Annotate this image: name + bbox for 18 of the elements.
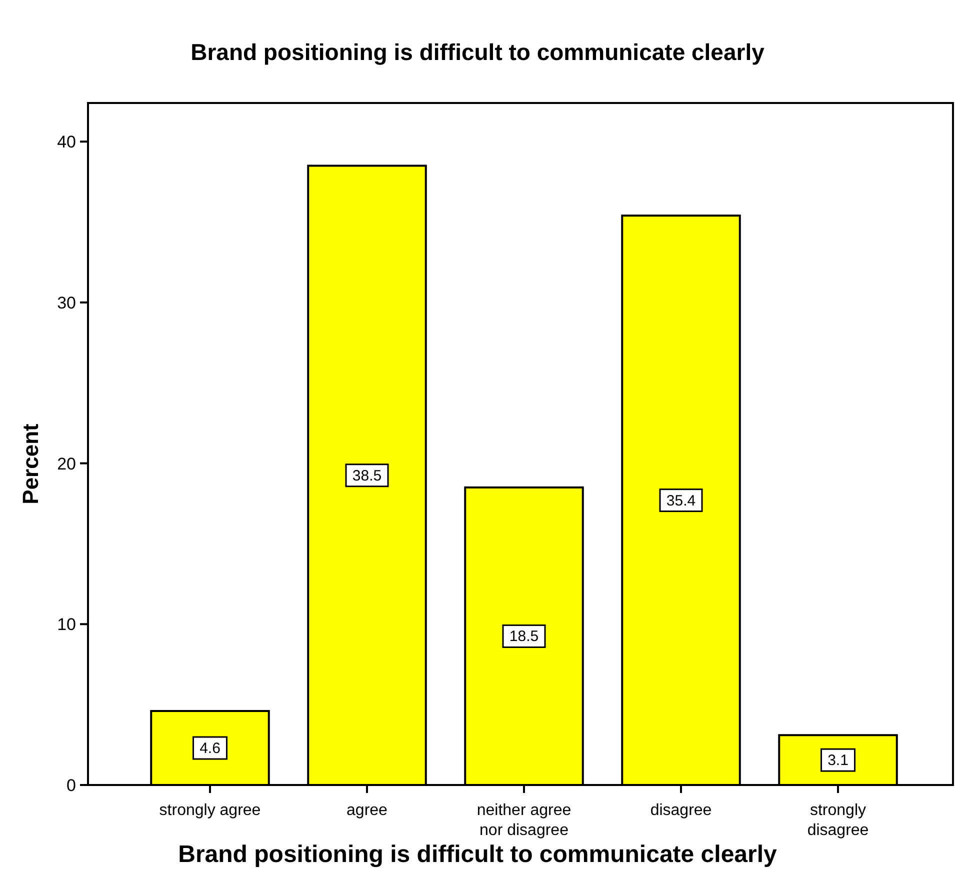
y-tick-label: 0 <box>66 776 76 795</box>
x-tick-label: neither agree nor disagree <box>476 802 572 839</box>
data-label: 3.1 <box>828 752 848 770</box>
data-label: 4.6 <box>200 740 220 758</box>
y-tick-label: 10 <box>57 615 76 634</box>
data-label: 18.5 <box>509 628 539 646</box>
x-tick-label: disagree <box>650 802 712 819</box>
x-axis-title: Brand positioning is difficult to communicate clearly <box>178 841 778 868</box>
x-tick-label: strongly disagree <box>807 802 869 839</box>
y-axis-title: Percent <box>18 422 43 504</box>
x-tick-label: strongly agree <box>159 802 261 819</box>
chart-title: Brand positioning is difficult to communicate clearly <box>190 39 765 65</box>
y-tick-label: 20 <box>57 454 76 474</box>
y-tick-label: 40 <box>57 132 76 152</box>
y-tick-label: 30 <box>57 293 76 312</box>
data-label: 35.4 <box>666 492 696 510</box>
data-label: 38.5 <box>352 467 382 484</box>
x-tick-label: agree <box>346 802 388 819</box>
